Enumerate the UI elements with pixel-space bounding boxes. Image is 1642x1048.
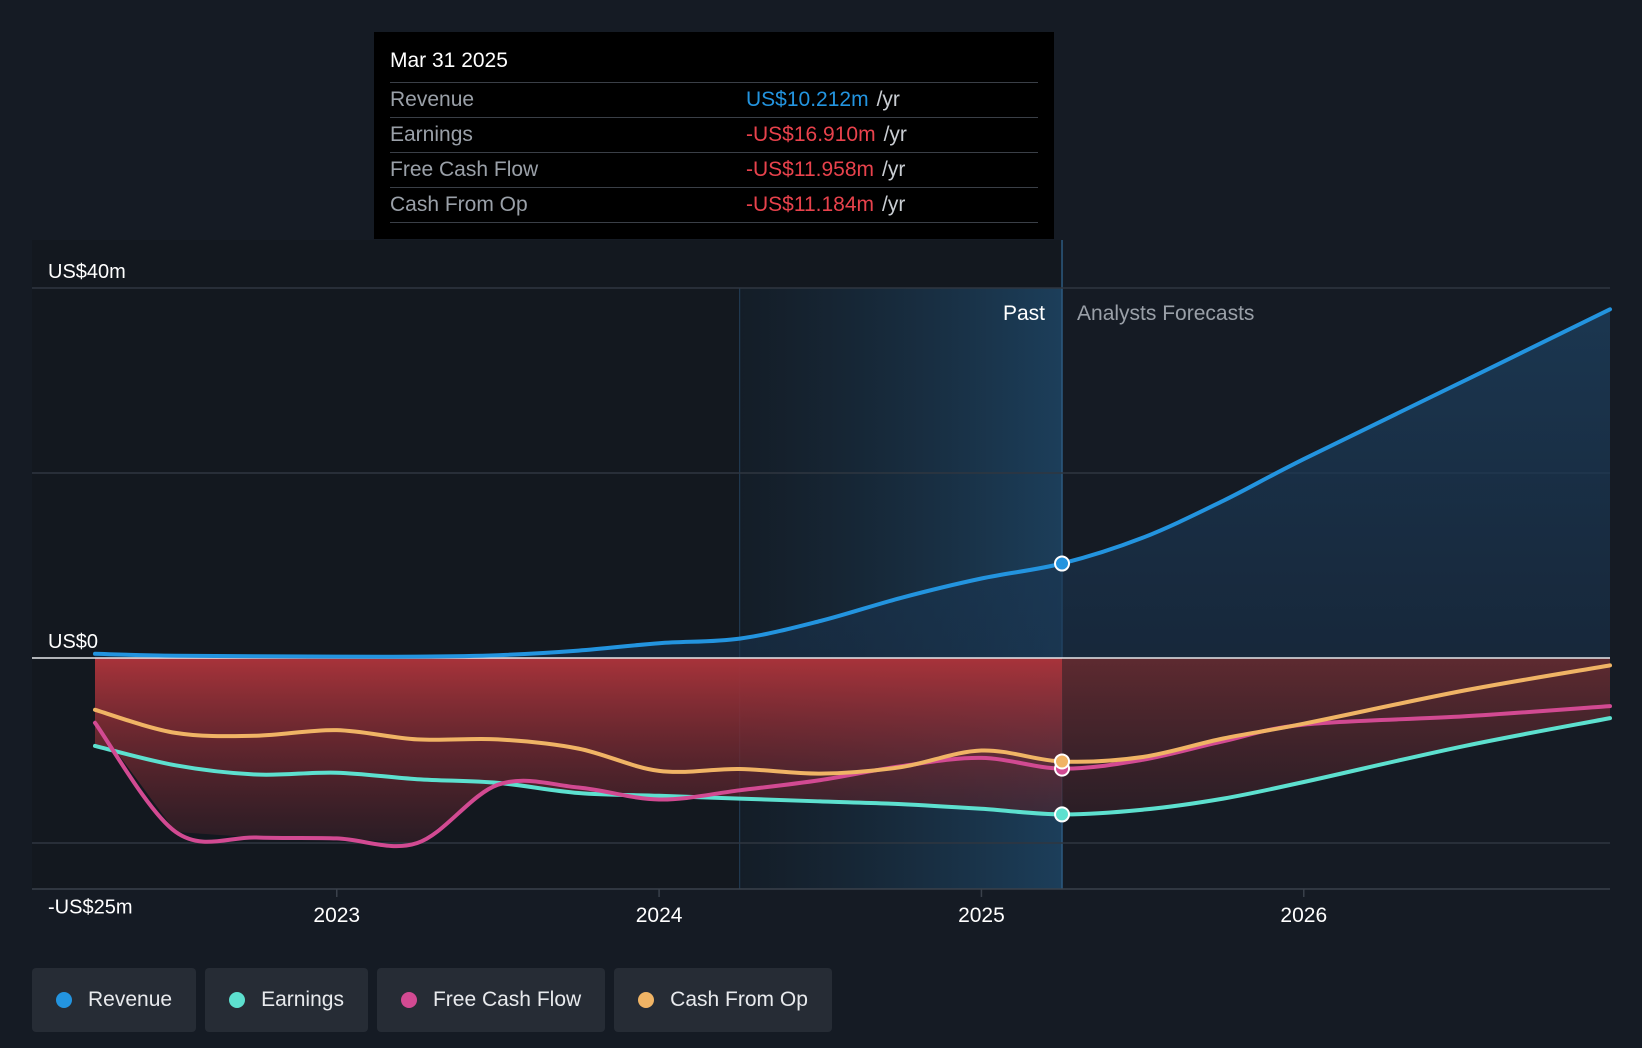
legend-label: Earnings	[261, 988, 344, 1011]
tooltip-row-cash-from-op: Cash From Op -US$11.184m /yr	[390, 187, 1038, 223]
tooltip-unit: /yr	[882, 158, 906, 181]
tooltip-unit: /yr	[876, 88, 900, 111]
tooltip: Mar 31 2025 Revenue US$10.212m /yr Earni…	[374, 32, 1054, 239]
tooltip-unit: /yr	[883, 123, 907, 146]
forecast-label: Analysts Forecasts	[1077, 302, 1254, 325]
x-tick-label: 2024	[636, 904, 683, 927]
tooltip-label: Cash From Op	[390, 193, 528, 216]
legend-item-revenue[interactable]: Revenue	[32, 968, 197, 1032]
legend-item-earnings[interactable]: Earnings	[205, 968, 368, 1032]
legend-item-cash-from-op[interactable]: Cash From Op	[614, 968, 832, 1032]
y-axis-label: -US$25m	[48, 896, 132, 918]
legend-dot-icon	[56, 992, 72, 1008]
revenue-point	[1054, 555, 1071, 572]
tooltip-value: US$10.212m	[746, 88, 869, 111]
earnings-line	[93, 716, 1612, 817]
y-axis-label: US$0	[48, 631, 98, 653]
tooltip-row-revenue: Revenue US$10.212m /yr	[390, 82, 1038, 117]
negative-area-forecast	[1062, 658, 1610, 815]
tooltip-label: Revenue	[390, 88, 475, 111]
legend-dot-icon	[400, 992, 417, 1008]
legend-item-free-cash-flow[interactable]: Free Cash Flow	[376, 968, 606, 1032]
tooltip-value: -US$11.184m	[746, 193, 875, 216]
cash-from-op-line	[93, 663, 1612, 776]
tooltip-label: Free Cash Flow	[390, 158, 539, 181]
past-label: Past	[1003, 302, 1045, 325]
legend: Revenue Earnings Free Cash Flow Cash Fro…	[32, 968, 832, 1032]
tooltip-row-earnings: Earnings -US$16.910m /yr	[390, 117, 1038, 152]
cash-from-op-point	[1054, 753, 1071, 770]
legend-dot-icon	[229, 992, 246, 1008]
x-tick-label: 2026	[1280, 904, 1327, 927]
earnings-point	[1054, 806, 1071, 823]
x-tick-label: 2025	[958, 904, 1005, 927]
tooltip-value: -US$11.958m	[746, 158, 875, 181]
legend-dot-icon	[638, 992, 655, 1008]
revenue-line	[93, 307, 1612, 659]
tooltip-unit: /yr	[882, 193, 906, 216]
legend-label: Revenue	[88, 988, 173, 1011]
tooltip-date: Mar 31 2025	[390, 49, 508, 72]
tooltip-value: -US$16.910m	[746, 123, 876, 146]
tooltip-row-free-cash-flow: Free Cash Flow -US$11.958m /yr	[390, 152, 1038, 187]
y-axis-label: US$40m	[48, 261, 126, 283]
x-tick-label: 2023	[313, 904, 360, 927]
revenue-area	[95, 309, 1610, 658]
tooltip-label: Earnings	[390, 123, 473, 146]
legend-label: Free Cash Flow	[432, 988, 582, 1011]
legend-label: Cash From Op	[670, 988, 808, 1011]
